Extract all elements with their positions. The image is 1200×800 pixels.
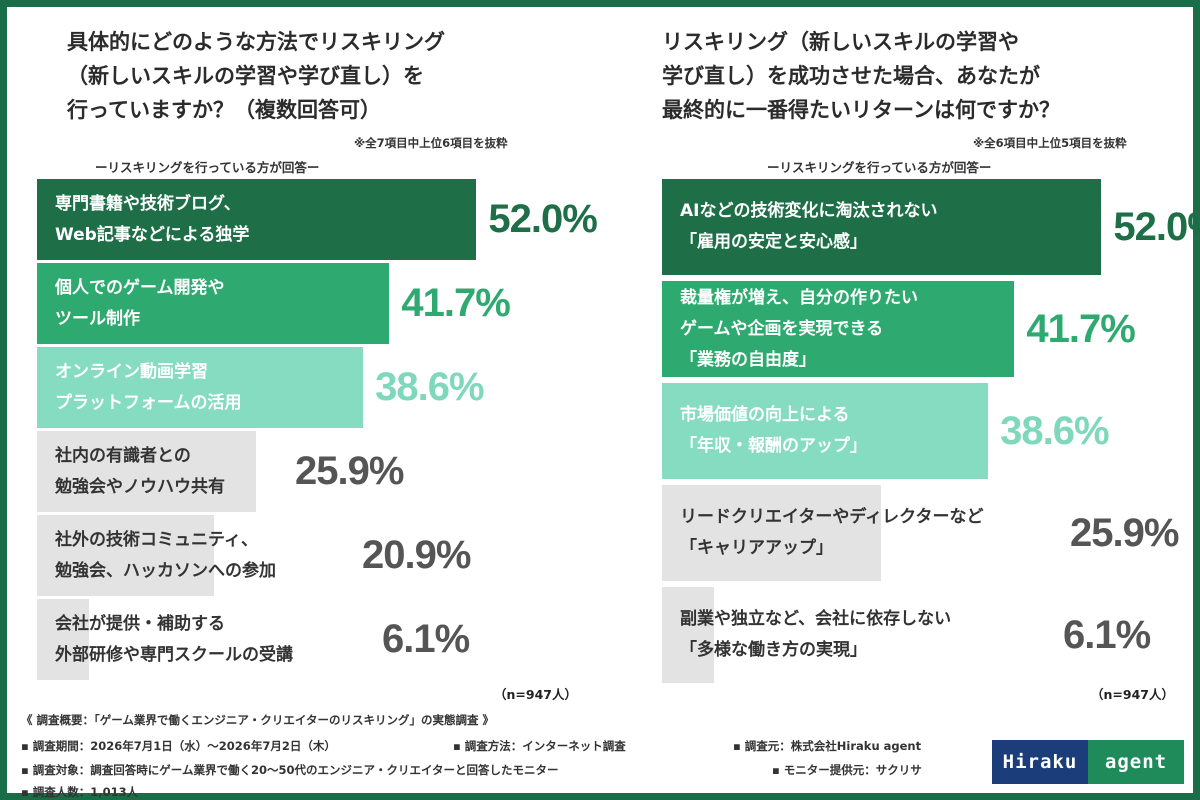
bar-value-label: 38.6%: [1000, 408, 1109, 453]
bar-category-label: 裁量権が増え、自分の作りたい ゲームや企画を実現できる 「業務の自由度」: [680, 287, 918, 370]
bar: [662, 383, 989, 479]
bar-value-label: 41.7%: [401, 281, 510, 325]
bar-row: AIなどの技術変化に淘汰されない 「雇用の安定と安心感」 52.0%: [600, 179, 1200, 275]
bar-row: 専門書籍や技術ブログ、 Web記事などによる独学 52.0%: [7, 179, 600, 260]
left-chart-subtitle: ーリスキリングを行っている方が回答ー: [95, 160, 320, 175]
bar: [37, 347, 364, 428]
bar-value-label: 25.9%: [295, 449, 404, 493]
bar-category-label: リードクリエイターやディレクターなど 「キャリアアップ」: [680, 507, 984, 558]
bar: [37, 263, 390, 344]
bar-category-label: 社外の技術コミュニティ、 勉強会、ハッカソンへの参加: [55, 529, 276, 581]
survey-source: ▪ 調査元：株式会社Hiraku agent: [733, 739, 922, 753]
right-chart-subtitle: ーリスキリングを行っている方が回答ー: [767, 160, 992, 175]
bar-value-label: 38.6%: [375, 365, 484, 409]
bar-category-label: AIなどの技術変化に淘汰されない 「雇用の安定と安心感」: [680, 201, 938, 252]
bar-category-label: 社内の有識者との 勉強会やノウハウ共有: [55, 445, 225, 497]
bar-value-label: 6.1%: [1063, 612, 1151, 657]
bar-category-label: 副業や独立など、会社に依存しない 「多様な働き方の実現」: [680, 609, 952, 660]
bar-row: 社外の技術コミュニティ、 勉強会、ハッカソンへの参加 20.9%: [7, 515, 600, 596]
bar-category-label: 個人でのゲーム開発や ツール制作: [55, 277, 225, 329]
left-chart-panel: 具体的にどのような方法でリスキリング （新しいスキルの学習や学び直し）を 行って…: [7, 7, 600, 707]
right-chart-sample-size: （n=947人）: [1091, 687, 1174, 702]
bar: [37, 599, 89, 680]
left-chart-title-line-2: （新しいスキルの学習や学び直し）を: [67, 64, 424, 88]
bar-row: オンライン動画学習 プラットフォームの活用 38.6%: [7, 347, 600, 428]
hiraku-agent-logo: Hiraku agent: [992, 740, 1184, 784]
bar-value-label: 52.0%: [1113, 204, 1200, 249]
bar-value-label: 52.0%: [488, 197, 597, 241]
bar-row: 市場価値の向上による 「年収・報酬のアップ」 38.6%: [600, 383, 1193, 479]
bar: [37, 515, 214, 596]
left-chart-title-line-1: 具体的にどのような方法でリスキリング: [67, 30, 445, 54]
right-chart-title-line-1: リスキリング（新しいスキルの学習や: [662, 30, 1019, 54]
bar-row: リードクリエイターやディレクターなど 「キャリアアップ」 25.9%: [600, 485, 1193, 581]
bar: [37, 179, 477, 260]
bar-category-label: 市場価値の向上による 「年収・報酬のアップ」: [680, 405, 867, 456]
bar: [662, 281, 1015, 377]
survey-count: ▪ 調査人数：1,013人: [21, 785, 139, 799]
bar-category-label: オンライン動画学習 プラットフォームの活用: [55, 361, 242, 413]
survey-footer: 《 調査概要：「ゲーム業界で働くエンジニア・クリエイターのリスキリング」の実態調…: [7, 707, 1193, 799]
bar-row: 社内の有識者との 勉強会やノウハウ共有 25.9%: [7, 431, 600, 512]
bar-row: 個人でのゲーム開発や ツール制作 41.7%: [7, 263, 600, 344]
right-chart-title-line-3: 最終的に一番得たいリターンは何ですか？: [662, 98, 1060, 122]
bar-row: 副業や独立など、会社に依存しない 「多様な働き方の実現」 6.1%: [600, 587, 1193, 683]
bar-category-label: 会社が提供・補助する 外部研修や専門スクールの受講: [55, 613, 293, 665]
survey-monitor-provider: ▪ モニター提供元：サクリサ: [772, 763, 922, 777]
bar-value-label: 20.9%: [362, 533, 471, 577]
survey-period: ▪ 調査期間：2026年7月1日（水）〜2026年7月2日（木）: [21, 739, 336, 753]
survey-overview: 《 調査概要：「ゲーム業界で働くエンジニア・クリエイターのリスキリング」の実態調…: [21, 713, 494, 727]
survey-target: ▪ 調査対象：調査回答時にゲーム業界で働く20〜50代のエンジニア・クリエイター…: [21, 763, 559, 777]
bar: [37, 431, 256, 512]
bar: [662, 587, 714, 683]
logo-hiraku: Hiraku: [992, 740, 1088, 784]
bar: [662, 179, 1102, 275]
right-chart-title-line-2: 学び直し）を成功させた場合、あなたが: [662, 64, 1040, 88]
bar-value-label: 25.9%: [1070, 510, 1179, 555]
left-chart-title-line-3: 行っていますか？（複数回答可）: [67, 98, 381, 122]
bar-row: 会社が提供・補助する 外部研修や専門スクールの受講 6.1%: [7, 599, 600, 680]
survey-method: ▪ 調査方法：インターネット調査: [453, 739, 626, 753]
infographic: 具体的にどのような方法でリスキリング （新しいスキルの学習や学び直し）を 行って…: [7, 7, 1200, 799]
right-chart-note: ※全6項目中上位5項目を抜粋: [973, 136, 1127, 150]
bar-row: 裁量権が増え、自分の作りたい ゲームや企画を実現できる 「業務の自由度」 41.7…: [600, 281, 1193, 377]
logo-agent: agent: [1088, 740, 1184, 784]
bar-value-label: 6.1%: [382, 617, 470, 661]
right-chart-panel: リスキリング（新しいスキルの学習や 学び直し）を成功させた場合、あなたが 最終的…: [600, 7, 1200, 707]
bar: [662, 485, 881, 581]
left-chart-note: ※全7項目中上位6項目を抜粋: [354, 136, 508, 150]
bar-category-label: 専門書籍や技術ブログ、 Web記事などによる独学: [55, 193, 250, 245]
bar-value-label: 41.7%: [1026, 306, 1135, 351]
left-chart-sample-size: （n=947人）: [494, 687, 577, 702]
